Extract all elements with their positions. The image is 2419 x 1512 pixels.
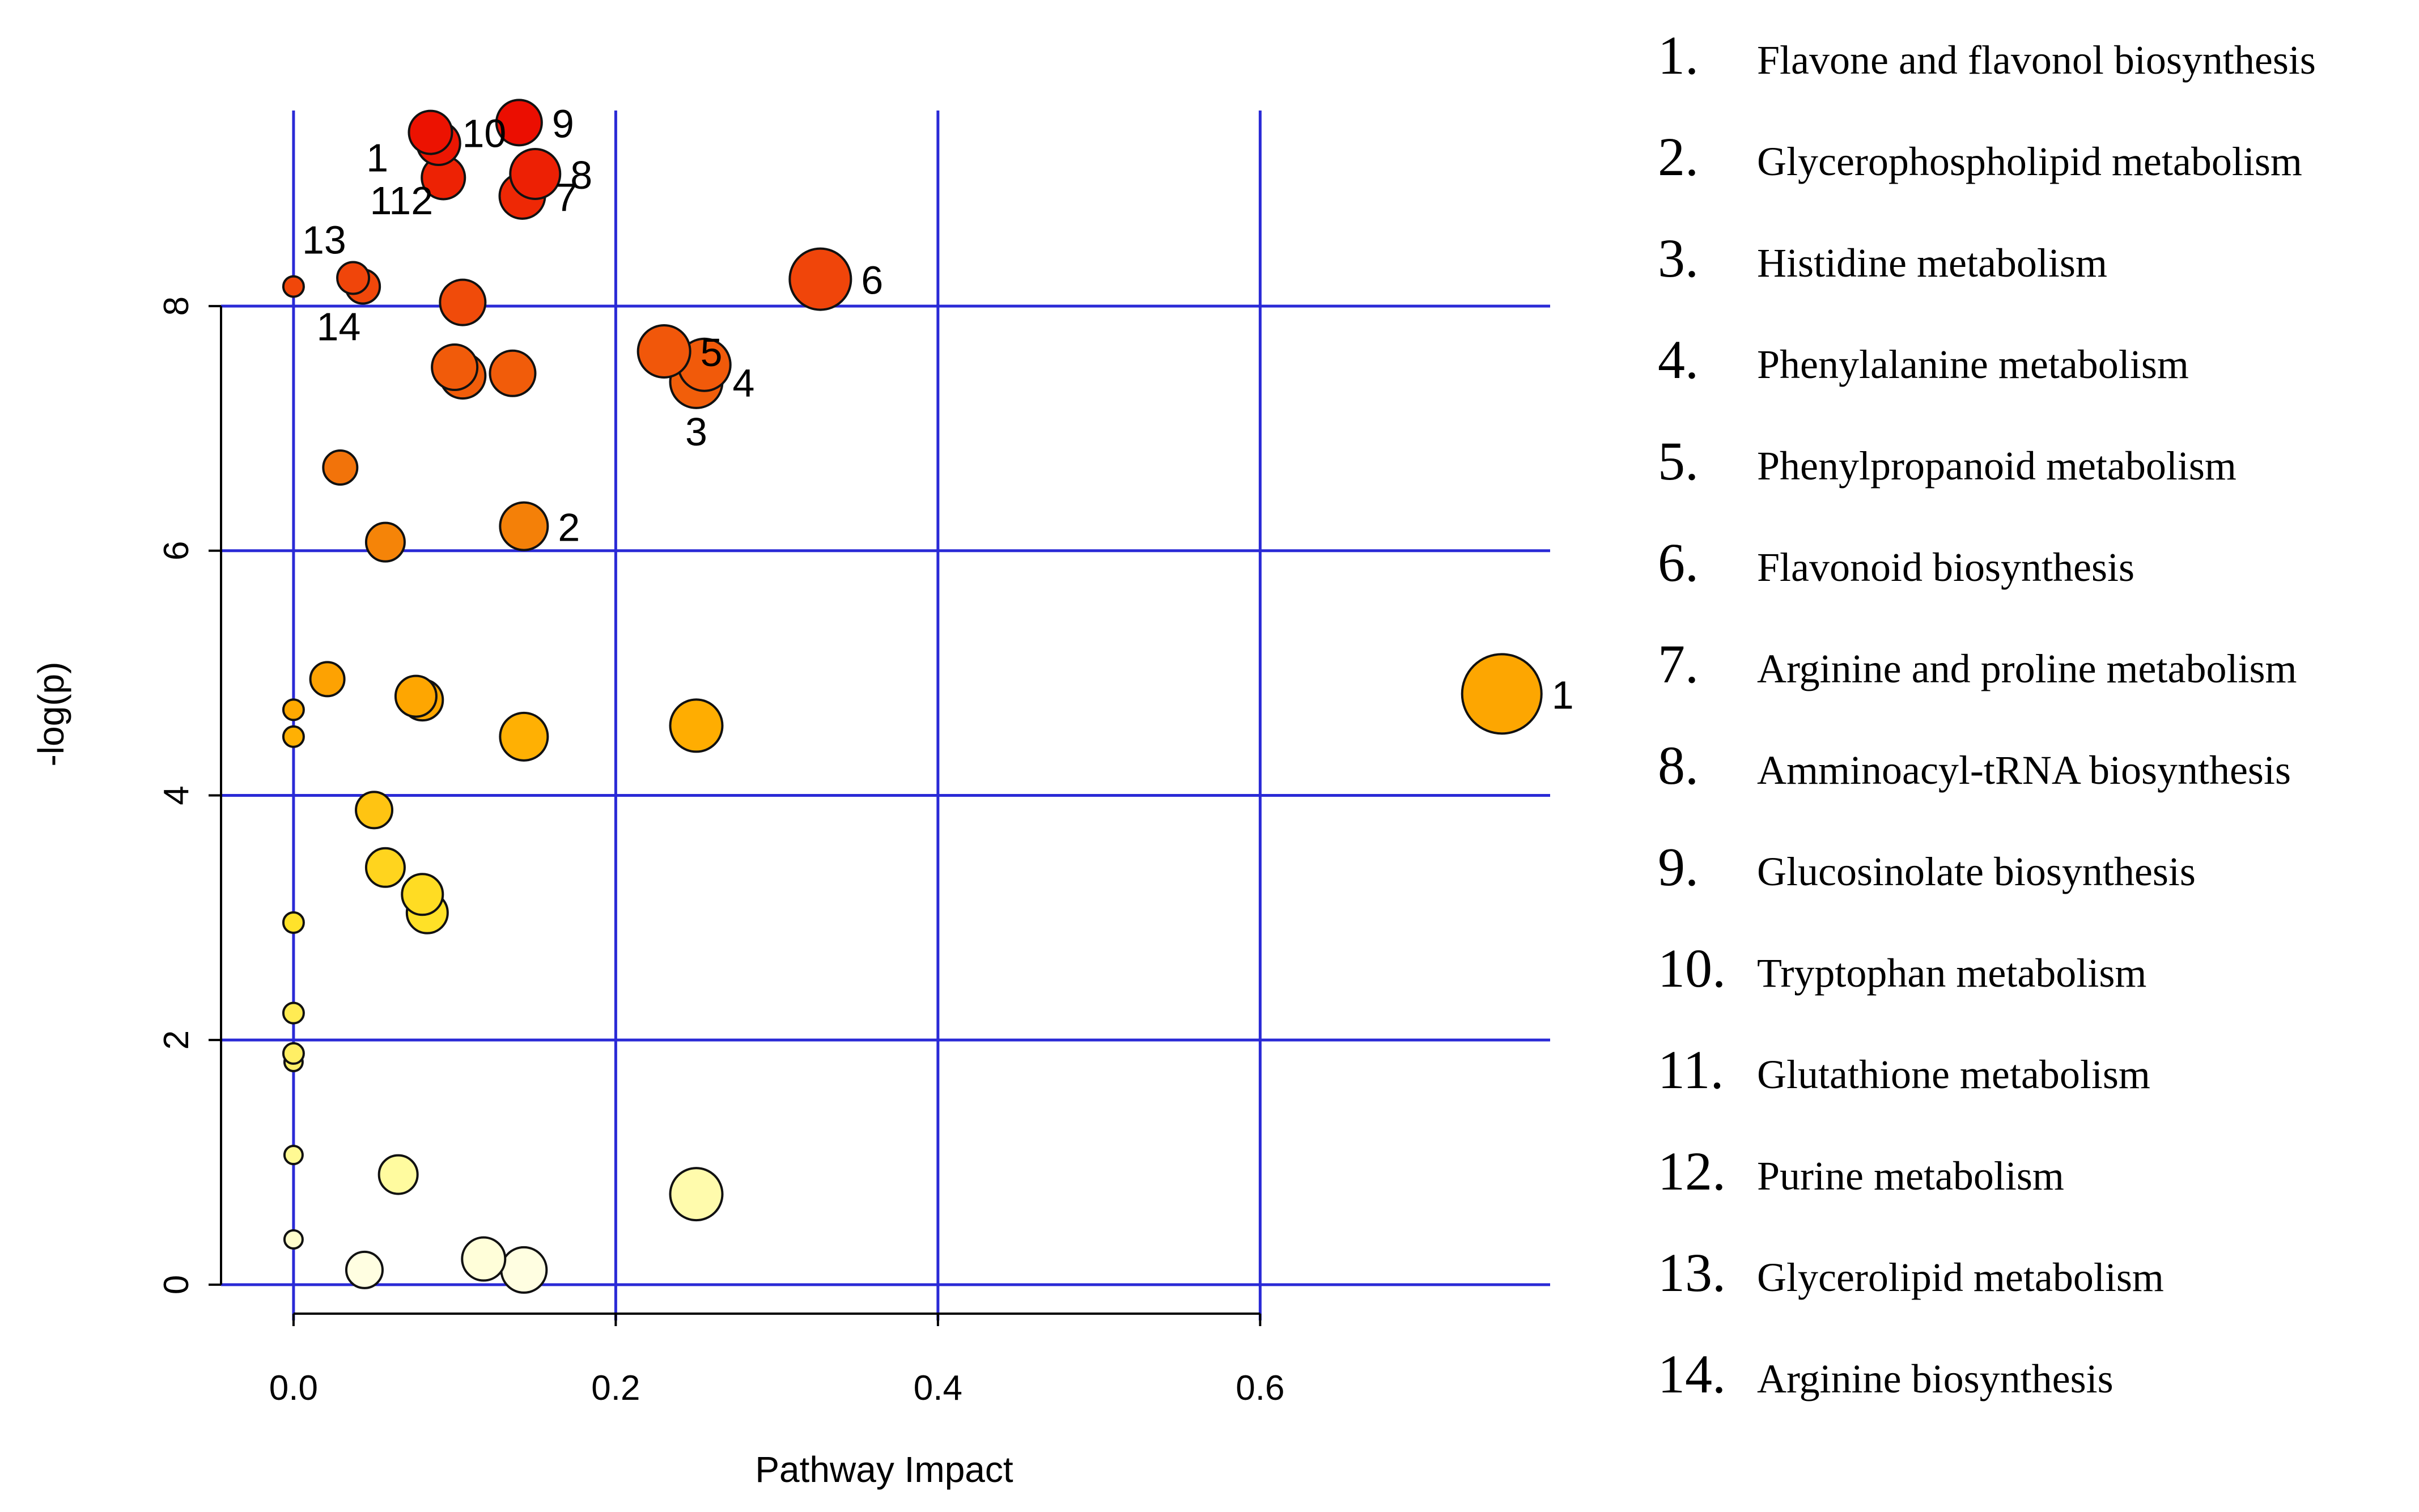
data-point-34 xyxy=(282,1042,305,1065)
legend-item-name-11: Purine metabolism xyxy=(1757,1153,2064,1199)
legend-item-number-8: 9. xyxy=(1658,836,1699,897)
legend-item-name-7: Amminoacyl-tRNA biosynthesis xyxy=(1757,747,2291,793)
free-label-2: 13 xyxy=(302,218,346,262)
data-point-17 xyxy=(322,449,359,486)
data-point-42 xyxy=(345,1250,384,1289)
x-tick-label-0: 0.0 xyxy=(269,1369,318,1408)
legend-item-number-9: 10. xyxy=(1658,938,1726,999)
point-label-23: 1 xyxy=(1552,673,1574,717)
legend-item-name-1: Glycerophospholipid metabolism xyxy=(1757,139,2302,184)
legend-item-name-6: Arginine and proline metabolism xyxy=(1757,646,2297,691)
legend-item-number-10: 11. xyxy=(1658,1039,1724,1100)
legend-item-name-12: Glycerolipid metabolism xyxy=(1757,1255,2164,1300)
legend-item-number-2: 3. xyxy=(1658,228,1699,288)
y-tick-label-1: 2 xyxy=(157,1030,196,1050)
legend-item-number-7: 8. xyxy=(1658,735,1699,796)
data-point-10 xyxy=(439,278,487,326)
legend-item-number-0: 1. xyxy=(1658,25,1699,86)
axes: 0 2 4 6 8 0.0 0.2 0.4 0.6 xyxy=(157,296,1284,1408)
x-tick-label-2: 0.4 xyxy=(914,1369,962,1408)
data-point-3 xyxy=(509,147,562,200)
legend-item-number-1: 2. xyxy=(1658,126,1699,187)
legend-item-number-12: 13. xyxy=(1658,1242,1726,1303)
y-axis-label: -log(p) xyxy=(31,662,71,767)
data-point-24 xyxy=(282,698,305,721)
legend-item-number-11: 12. xyxy=(1658,1141,1726,1201)
y-tick-label-3: 6 xyxy=(157,541,196,560)
legend-item-number-13: 14. xyxy=(1658,1344,1726,1404)
point-label-1: 10 xyxy=(462,112,507,156)
y-tick-label-0: 0 xyxy=(157,1275,196,1294)
x-tick-label-3: 0.6 xyxy=(1236,1369,1284,1408)
legend-item-name-0: Flavone and flavonol biosynthesis xyxy=(1757,37,2316,83)
legend-item-name-13: Arginine biosynthesis xyxy=(1757,1356,2114,1401)
data-point-39 xyxy=(283,1229,304,1250)
free-label-1: 112 xyxy=(370,179,434,223)
legend-item-name-2: Histidine metabolism xyxy=(1757,240,2107,286)
legend: 1. Flavone and flavonol biosynthesis 2. Gly… xyxy=(1658,25,2316,1404)
legend-item-name-3: Phenylalanine metabolism xyxy=(1757,342,2189,387)
data-point-36 xyxy=(283,1145,304,1166)
data-point-23 xyxy=(1461,653,1543,735)
legend-item-number-5: 6. xyxy=(1658,532,1699,593)
data-point-19 xyxy=(364,521,406,563)
y-tick-label-4: 8 xyxy=(157,296,196,316)
data-point-20 xyxy=(309,661,346,698)
point-label-16: 4 xyxy=(733,361,755,405)
data-point-9 xyxy=(282,275,305,298)
data-points xyxy=(282,99,1543,1294)
data-point-6 xyxy=(788,247,852,311)
legend-item-number-3: 4. xyxy=(1658,329,1699,390)
data-point-25 xyxy=(499,711,549,762)
y-tick-label-2: 4 xyxy=(157,785,196,805)
legend-item-name-8: Glucosinolate biosynthesis xyxy=(1757,849,2196,894)
data-point-26 xyxy=(669,698,724,753)
data-point-37 xyxy=(377,1154,419,1195)
data-point-21 xyxy=(394,674,438,718)
legend-item-number-6: 7. xyxy=(1658,634,1699,694)
legend-item-name-4: Phenylpropanoid metabolism xyxy=(1757,443,2236,489)
point-label-0: 9 xyxy=(552,101,574,146)
data-point-40 xyxy=(461,1236,507,1282)
data-point-30 xyxy=(401,873,444,916)
data-point-27 xyxy=(282,725,305,748)
data-point-1 xyxy=(408,109,453,155)
point-label-18: 2 xyxy=(558,506,580,550)
free-label-4: 3 xyxy=(685,410,707,454)
free-label-3: 14 xyxy=(317,305,361,349)
data-point-7 xyxy=(336,261,371,295)
free-label-0: 1 xyxy=(366,136,388,180)
data-point-29 xyxy=(364,847,406,888)
legend-item-number-4: 5. xyxy=(1658,431,1699,491)
point-label-11: 5 xyxy=(701,330,723,375)
data-point-11 xyxy=(636,324,691,379)
data-point-18 xyxy=(499,501,549,551)
grid xyxy=(221,111,1550,1320)
legend-item-name-10: Glutathione metabolism xyxy=(1757,1052,2150,1097)
x-axis-label: Pathway Impact xyxy=(755,1449,1013,1490)
point-label-5: 7 xyxy=(555,175,578,219)
data-point-0 xyxy=(495,99,543,147)
data-point-14 xyxy=(489,349,537,397)
legend-item-name-9: Tryptophan metabolism xyxy=(1757,950,2146,996)
data-point-28 xyxy=(355,791,394,830)
x-tick-label-1: 0.2 xyxy=(591,1369,640,1408)
data-point-32 xyxy=(282,911,305,934)
point-label-3: 8 xyxy=(570,153,592,197)
data-point-33 xyxy=(282,1001,305,1025)
data-point-41 xyxy=(500,1246,548,1294)
point-label-6: 6 xyxy=(861,258,883,303)
data-point-38 xyxy=(669,1167,724,1222)
data-point-13 xyxy=(431,343,479,392)
legend-item-name-5: Flavonoid biosynthesis xyxy=(1757,545,2134,590)
